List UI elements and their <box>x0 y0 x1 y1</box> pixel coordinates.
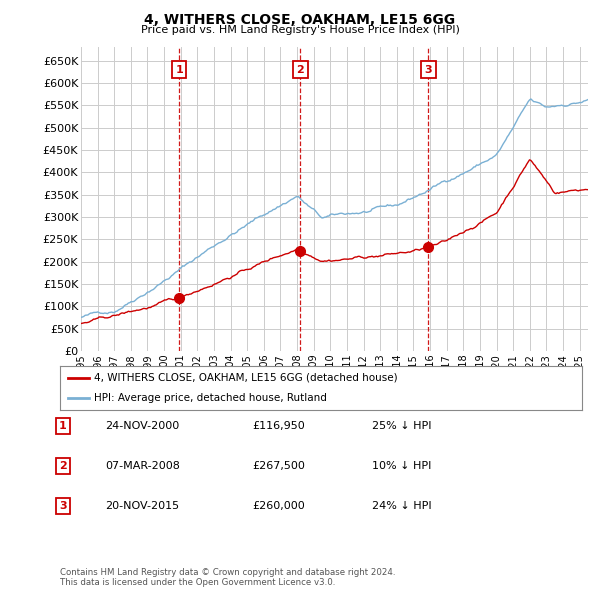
Text: 2: 2 <box>296 64 304 74</box>
Text: £116,950: £116,950 <box>252 421 305 431</box>
Text: 4, WITHERS CLOSE, OAKHAM, LE15 6GG: 4, WITHERS CLOSE, OAKHAM, LE15 6GG <box>145 13 455 27</box>
Text: HPI: Average price, detached house, Rutland: HPI: Average price, detached house, Rutl… <box>94 393 327 403</box>
Text: 1: 1 <box>175 64 183 74</box>
Text: 2: 2 <box>59 461 67 471</box>
Text: 3: 3 <box>425 64 432 74</box>
Text: Price paid vs. HM Land Registry's House Price Index (HPI): Price paid vs. HM Land Registry's House … <box>140 25 460 35</box>
Text: 10% ↓ HPI: 10% ↓ HPI <box>372 461 431 471</box>
Text: 07-MAR-2008: 07-MAR-2008 <box>105 461 180 471</box>
Text: 3: 3 <box>59 502 67 511</box>
Text: 1: 1 <box>59 421 67 431</box>
Text: £260,000: £260,000 <box>252 502 305 511</box>
Text: 24% ↓ HPI: 24% ↓ HPI <box>372 502 431 511</box>
Text: 24-NOV-2000: 24-NOV-2000 <box>105 421 179 431</box>
Text: 25% ↓ HPI: 25% ↓ HPI <box>372 421 431 431</box>
Text: £267,500: £267,500 <box>252 461 305 471</box>
Text: 4, WITHERS CLOSE, OAKHAM, LE15 6GG (detached house): 4, WITHERS CLOSE, OAKHAM, LE15 6GG (deta… <box>94 373 398 383</box>
Text: Contains HM Land Registry data © Crown copyright and database right 2024.
This d: Contains HM Land Registry data © Crown c… <box>60 568 395 587</box>
Text: 20-NOV-2015: 20-NOV-2015 <box>105 502 179 511</box>
